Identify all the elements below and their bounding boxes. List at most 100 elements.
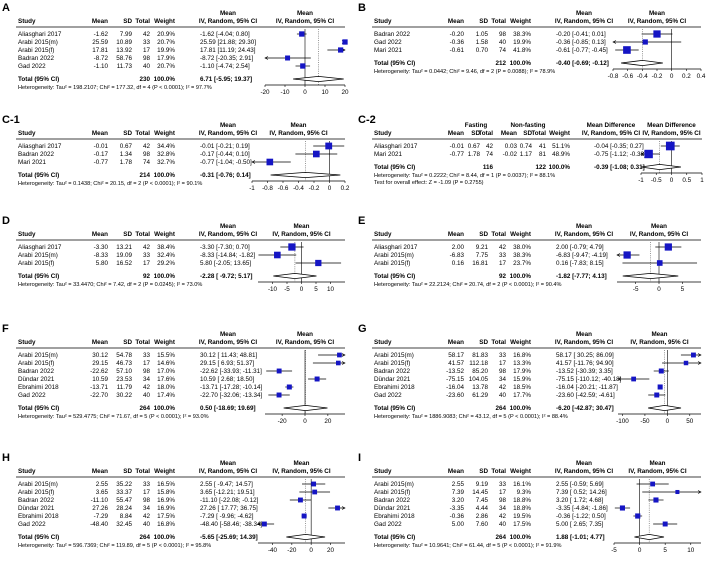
x-axis-tick-label: 5 (314, 286, 318, 293)
study-estimate-marker (300, 63, 306, 69)
study-name: Badran 2022 (374, 497, 411, 504)
study-mean: -48.40 (90, 521, 108, 528)
study-mean: 10.59 (92, 376, 108, 383)
study-ci: -13.71 [-17.28; -10.14] (200, 384, 263, 391)
heterogeneity-text: Heterogeneity: Tau² = 198.2107; Chi² = 1… (18, 85, 212, 91)
study-weight: 15.8% (157, 489, 175, 496)
header-ci-bottom: IV, Random, 95% CI (199, 130, 257, 137)
total-weight: 100.0% (154, 172, 176, 179)
study-ci: -23.60 [-42.59; -4.61] (556, 392, 615, 399)
study-weight: 34.4% (157, 143, 175, 150)
header-study: Study (374, 130, 392, 137)
study-estimate-marker (338, 47, 344, 53)
study-name: Dündar 2021 (18, 505, 55, 512)
study-mean: 2.55 (452, 481, 465, 488)
header-plot-bottom: IV, Random, 95% CI (628, 468, 686, 475)
study-total: 40 (499, 39, 507, 46)
study-total: 74 (499, 47, 507, 54)
study-sd: 7.99 (120, 31, 133, 38)
study-ci: -0.75 [-1.12; -0.38] (594, 151, 646, 158)
total-weight: 100.0% (154, 273, 176, 280)
study-weight: 38.0% (513, 244, 531, 251)
x-axis-tick-label: -0.4 (293, 185, 304, 192)
panel-label: I (358, 452, 361, 464)
study-ci: 2.55 [ -9.47; 14.57] (200, 481, 253, 488)
study-sd: 0.70 (476, 47, 489, 54)
study-sd: 81.83 (472, 352, 488, 359)
header-plot-top: Mean (290, 122, 306, 129)
header-ci-bottom: IV, Random, 95% CI (199, 231, 257, 238)
x-axis-tick-label: 0 (328, 185, 332, 192)
study-sd: 13.78 (472, 384, 488, 391)
pooled-diamond (270, 171, 341, 179)
study-ci: -0.36 [-0.85; 0.13] (556, 39, 606, 46)
x-axis-tick-label: 0 (657, 286, 661, 293)
heterogeneity-text: Heterogeneity: Tau² = 529.4775; Chi² = 7… (18, 414, 209, 420)
study-total1: 42 (486, 143, 494, 150)
study-ci-arrow (697, 353, 702, 357)
study-mean: 7.39 (452, 489, 465, 496)
study-mean: -7.29 (94, 513, 109, 520)
x-axis-tick-label: -0.6 (622, 73, 633, 80)
study-ci: 10.59 [ 2.68; 18.50] (200, 376, 255, 383)
study-ci: 5.00 [ 2.65; 7.35] (556, 521, 604, 528)
header-plot-bottom: IV, Random, 95% CI (630, 231, 688, 238)
total-n: 264 (495, 534, 506, 541)
study-weight: 20.7% (157, 39, 175, 46)
study-weight: 18.0% (157, 384, 175, 391)
total-n1: 116 (483, 164, 494, 171)
study-mean: -22.70 (90, 392, 108, 399)
header-ci-top: Mean (220, 331, 236, 338)
header-plot-top: Mean (649, 10, 665, 17)
header-sd: SD (123, 18, 132, 25)
study-mean: 3.65 (96, 489, 109, 496)
header-total: Total (491, 231, 506, 238)
study-mean: -6.83 (450, 252, 465, 259)
study-ci-arrow (697, 490, 702, 494)
x-axis-tick-label: 0.4 (697, 73, 706, 80)
total-n: 92 (499, 273, 507, 280)
total-weight: 100.0% (154, 76, 176, 83)
study-mean: 17.81 (92, 47, 108, 54)
study-name: Arabi 2015(f) (18, 260, 54, 267)
header-plot-top: Mean (293, 460, 309, 467)
study-ci: -22.62 [-33.93; -11.31] (200, 368, 262, 375)
header-mean: Mean (92, 468, 108, 475)
study-sd: 57.10 (116, 368, 132, 375)
header-ci-top: Mean (220, 460, 236, 467)
study-total: 40 (143, 63, 151, 70)
study-mean: -16.04 (446, 384, 464, 391)
study-estimate-marker (261, 521, 267, 527)
study-name: Arabi 2015(m) (18, 481, 58, 488)
study-sd1: 1.78 (468, 151, 481, 158)
study-estimate-marker (656, 260, 663, 266)
study-name: Arabi 2015(f) (374, 260, 410, 267)
study-total: 98 (499, 368, 507, 375)
header-mean: Mean (92, 18, 108, 25)
study-estimate-marker (650, 481, 656, 487)
panel-label: C-2 (358, 114, 376, 126)
study-estimate-marker (286, 384, 292, 390)
study-total2: 81 (539, 151, 547, 158)
study-sd: 1.34 (120, 151, 133, 158)
header-weight: Weight (549, 130, 571, 137)
header-ci-bottom: IV, Random, 95% CI (555, 468, 613, 475)
study-estimate-marker (335, 505, 340, 511)
study-ci: -48.40 [-58.46; -38.34] (200, 521, 263, 528)
x-axis-tick-label: -5 (611, 547, 617, 554)
header-plot-top: Mean (297, 10, 313, 17)
study-weight: 17.5% (157, 513, 175, 520)
study-mean: -3.30 (94, 244, 109, 251)
header-ci-top: Mean (576, 223, 592, 230)
study-weight: 18.8% (513, 505, 531, 512)
study-sd: 112.18 (469, 360, 488, 367)
study-total: 98 (499, 497, 507, 504)
study-ci: -16.04 [-20.21; -11.87] (556, 384, 618, 391)
header-plot-bottom: IV, Random, 95% CI (276, 339, 334, 346)
study-estimate-marker (654, 392, 660, 398)
header-sd: SD (123, 468, 132, 475)
